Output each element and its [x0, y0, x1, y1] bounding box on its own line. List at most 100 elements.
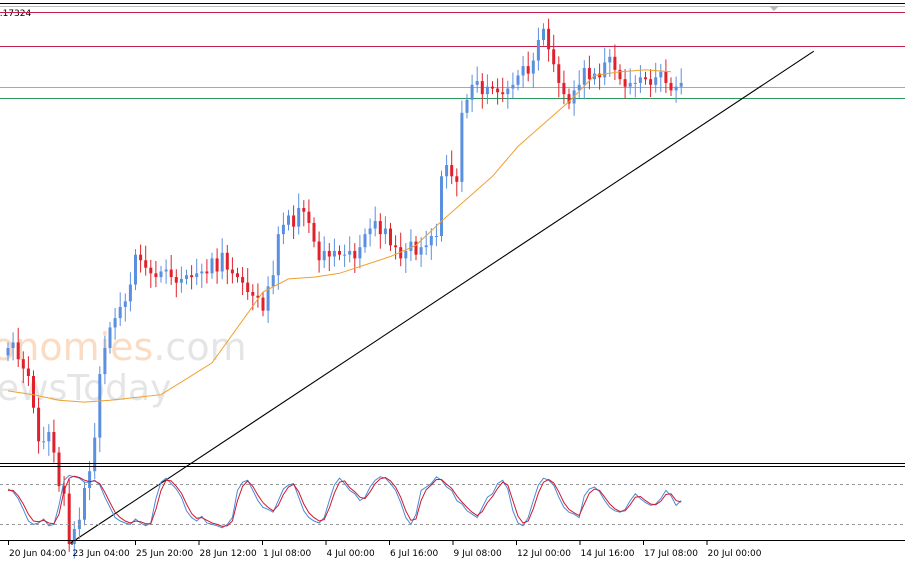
stochastic-levels — [0, 484, 905, 525]
candle-body — [399, 247, 403, 259]
candle — [633, 75, 637, 98]
candle-body — [241, 277, 245, 283]
x-tick-label: 25 Jun 20:00 — [136, 549, 193, 559]
candle-body — [669, 82, 673, 91]
candle-body — [633, 82, 637, 84]
watermark-brand-part2: .com — [153, 325, 246, 369]
candle — [587, 55, 591, 90]
candle — [445, 154, 449, 189]
candle-body — [465, 99, 469, 113]
candle — [404, 243, 408, 273]
candle-body — [57, 452, 61, 487]
candle-body — [128, 284, 132, 302]
candle — [271, 260, 275, 295]
candle — [236, 267, 239, 283]
candle-body — [434, 236, 438, 237]
candle — [582, 60, 586, 100]
candle — [307, 199, 311, 234]
candle-body — [485, 86, 489, 95]
candle-body — [154, 273, 158, 278]
candle — [241, 266, 245, 295]
candle-body — [230, 269, 234, 274]
candle — [399, 232, 403, 267]
candle — [608, 48, 612, 77]
trendline — [68, 50, 815, 545]
candle-body — [276, 234, 280, 276]
candle — [327, 243, 331, 272]
candle-body — [506, 88, 510, 95]
candle — [169, 255, 173, 285]
candle-body — [531, 60, 535, 74]
candle-body — [623, 79, 627, 87]
candle — [516, 69, 520, 91]
candle-body — [547, 28, 551, 50]
x-tick-label: 6 Jul 16:00 — [390, 549, 439, 559]
candle-body — [409, 241, 413, 251]
candle-body — [343, 254, 347, 256]
candle-body — [659, 71, 663, 78]
horizontal-levels — [0, 12, 905, 99]
candle-body — [587, 68, 591, 80]
candle-body — [373, 221, 377, 229]
x-tick-label: 28 Jun 12:00 — [200, 549, 257, 559]
candle — [11, 332, 15, 361]
candle-body — [654, 77, 658, 85]
candle-body — [445, 165, 449, 177]
candle — [118, 292, 122, 326]
candle — [103, 335, 107, 385]
candle-body — [210, 258, 214, 274]
candle — [465, 94, 469, 119]
candle-body — [480, 81, 484, 95]
candle-body — [664, 71, 668, 83]
candle-body — [47, 432, 51, 442]
chart-shift-marker-icon[interactable] — [769, 6, 779, 11]
candle-body — [613, 56, 617, 70]
candle-body — [332, 250, 336, 257]
candle — [460, 100, 464, 192]
candle — [557, 56, 561, 98]
candle-body — [353, 250, 357, 259]
candle — [536, 27, 540, 71]
stochastic-signal-line — [8, 475, 682, 527]
candle-body — [521, 66, 525, 76]
candle — [669, 77, 673, 96]
x-tick-label: 20 Jul 00:00 — [708, 549, 762, 559]
candle — [47, 424, 51, 456]
candle-body — [67, 493, 71, 544]
candle-body — [598, 73, 602, 78]
candle — [531, 52, 535, 89]
candle — [613, 44, 617, 80]
candle — [598, 63, 602, 90]
candle-body — [618, 69, 622, 80]
candle — [674, 76, 678, 103]
candle — [378, 213, 382, 249]
candle-body — [149, 267, 153, 274]
candle — [363, 228, 367, 253]
candle-body — [134, 254, 137, 285]
candle — [618, 64, 622, 85]
candle — [276, 226, 280, 290]
candle-body — [358, 247, 362, 259]
candle — [297, 193, 301, 235]
candle-body — [6, 348, 10, 356]
candle-body — [511, 84, 515, 89]
candle-body — [179, 278, 183, 283]
candle-body — [200, 271, 204, 274]
candle — [292, 205, 296, 239]
candle — [246, 268, 250, 300]
x-tick-label: 12 Jul 00:00 — [517, 549, 571, 559]
candle-body — [21, 359, 25, 369]
candle — [577, 70, 581, 99]
candle — [440, 170, 443, 242]
candle — [373, 206, 377, 237]
candle — [302, 200, 306, 227]
candle — [322, 236, 326, 269]
candle-body — [26, 368, 30, 376]
candle — [496, 78, 500, 105]
candle — [128, 272, 132, 312]
candle-body — [190, 275, 194, 278]
price-label: 1.17324 — [0, 9, 31, 19]
candle — [644, 71, 647, 85]
candle — [266, 276, 270, 323]
